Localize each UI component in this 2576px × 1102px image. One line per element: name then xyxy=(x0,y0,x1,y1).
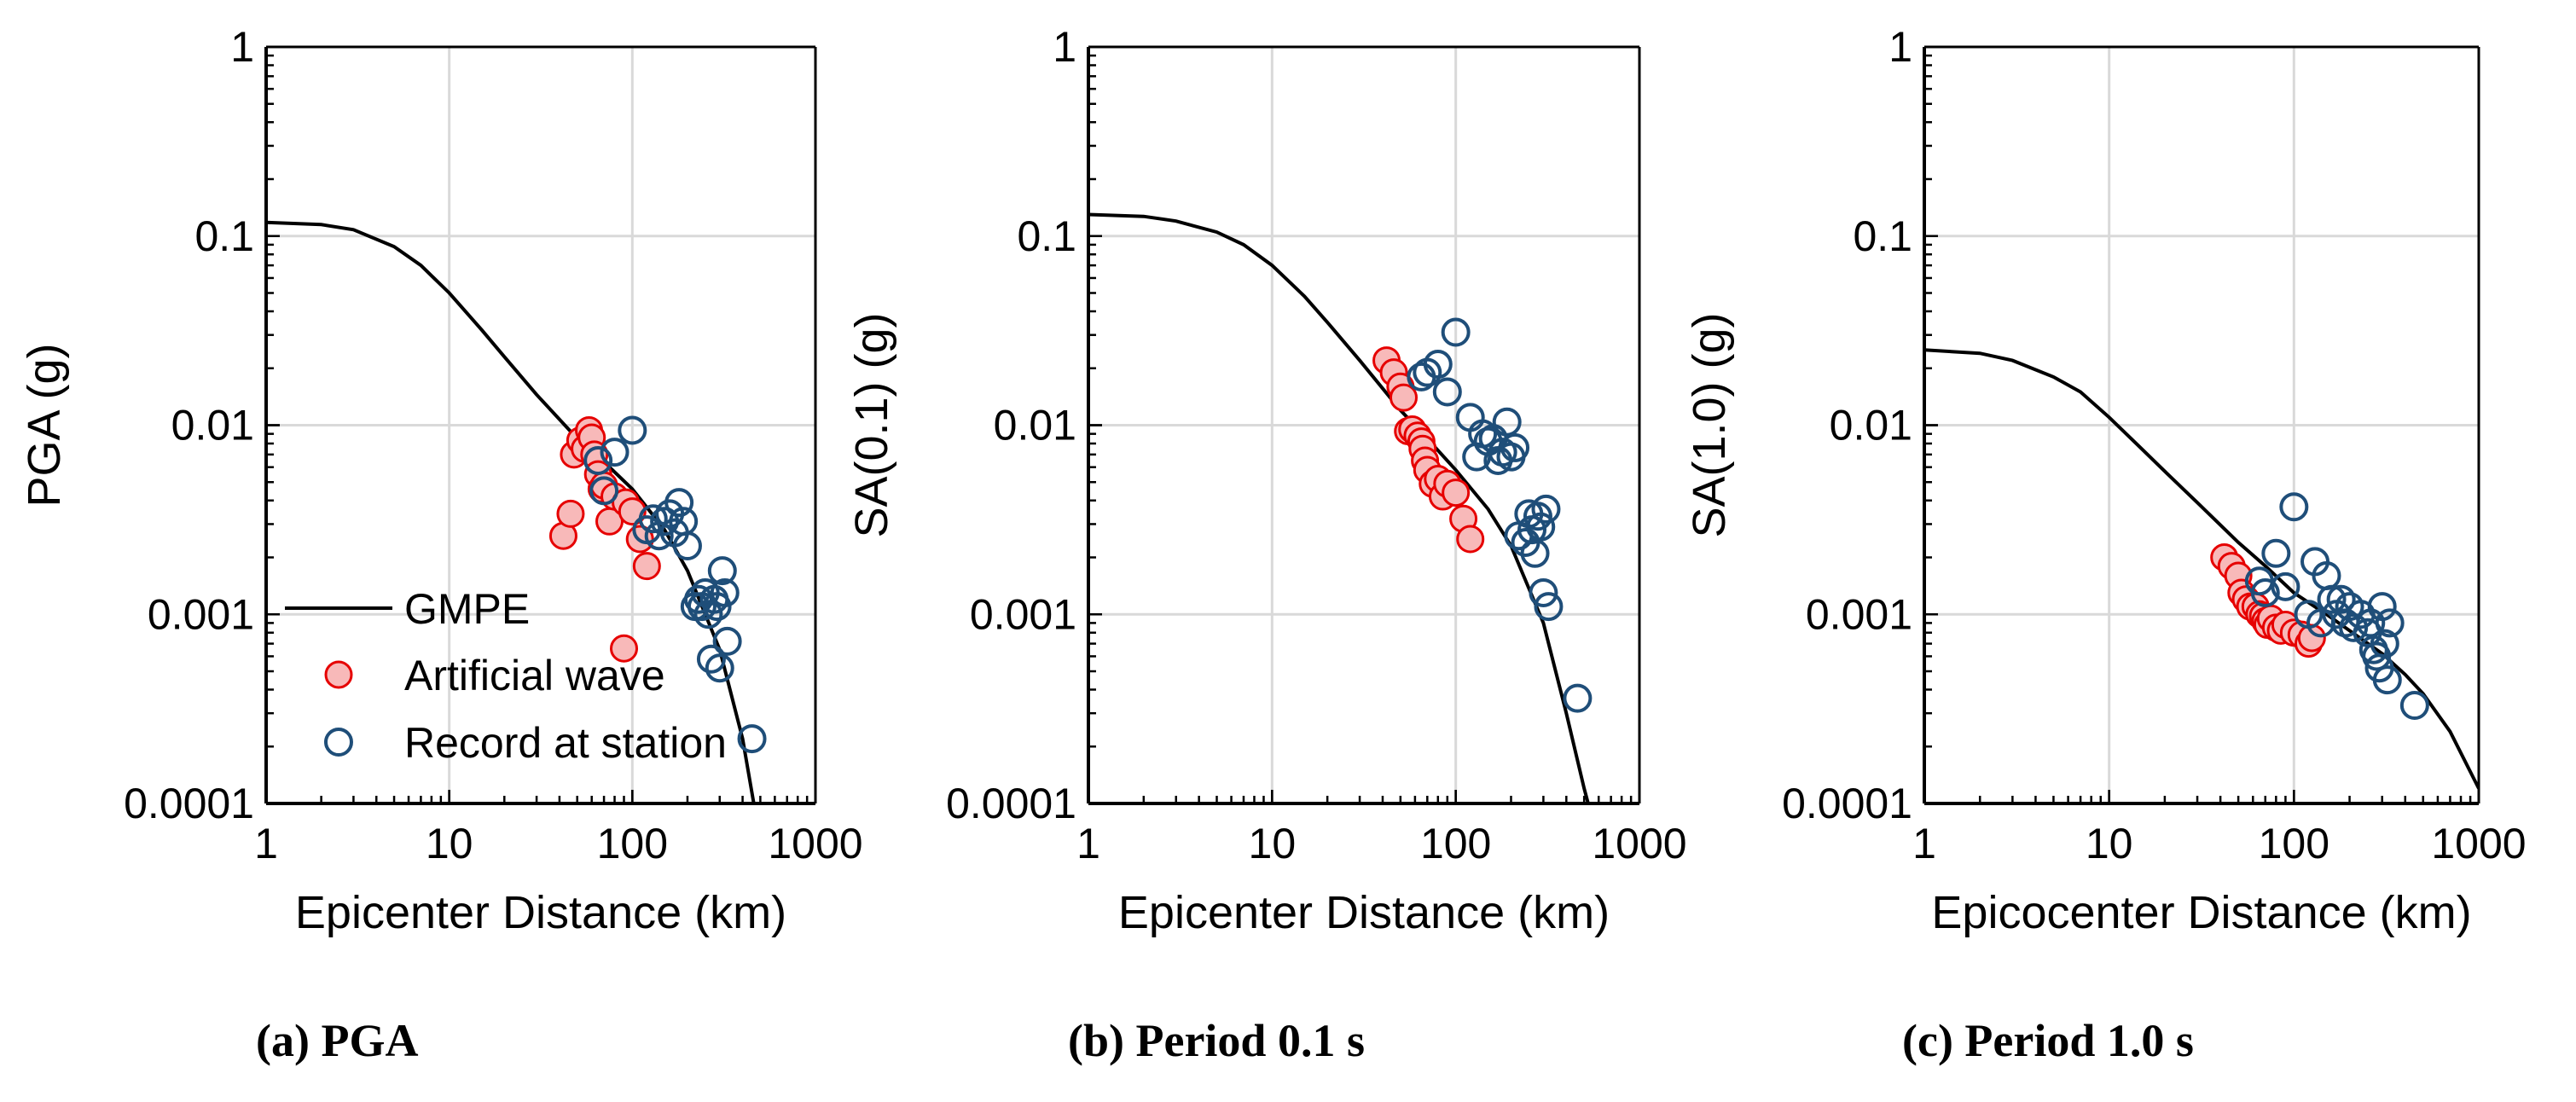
artificial-wave-point xyxy=(1390,383,1419,412)
y-tick-label: 0.01 xyxy=(1830,402,1912,450)
record-station-point xyxy=(600,438,629,467)
record-station-point xyxy=(2317,584,2347,614)
record-station-point xyxy=(2375,608,2405,638)
record-station-point xyxy=(1526,512,1556,542)
record-station-point xyxy=(705,653,734,683)
x-tick-label: 10 xyxy=(426,820,473,867)
x-axis-label: Epicenter Distance (km) xyxy=(1118,887,1610,938)
y-tick-label: 0.01 xyxy=(171,402,254,450)
record-station-point xyxy=(2271,571,2300,601)
record-station-point xyxy=(1432,377,1462,407)
x-tick-label: 10 xyxy=(1249,820,1297,867)
legend-gmpe-label: GMPE xyxy=(404,585,530,633)
y-axis-label: PGA (g) xyxy=(19,343,70,507)
x-axis-label: Epicocenter Distance (km) xyxy=(1931,887,2471,938)
record-station-point xyxy=(1423,350,1453,380)
y-tick-label: 0.1 xyxy=(1853,212,1912,260)
plot-area xyxy=(1088,212,1593,803)
record-station-point xyxy=(2279,492,2309,522)
record-station-point xyxy=(664,488,694,518)
plot-area xyxy=(266,220,767,803)
artificial-wave-point xyxy=(556,499,585,528)
legend-record-marker xyxy=(324,728,353,757)
panel-a-pga: 1 10 100 1000 0.0001 0.001 0.01 0.1 1 Epicenter D… xyxy=(19,23,863,1066)
record-station-point xyxy=(1520,538,1550,568)
record-station-point xyxy=(2372,665,2402,695)
record-station-point xyxy=(2399,691,2429,721)
artificial-wave-point xyxy=(2297,624,2326,652)
gmpe-curve xyxy=(1088,212,1590,803)
record-station-point xyxy=(1563,683,1593,713)
legend-artificial-label: Artificial wave xyxy=(404,652,665,699)
record-station-point xyxy=(1529,577,1558,607)
plot-area xyxy=(1924,348,2479,790)
panel-caption: (a) PGA xyxy=(256,1015,418,1066)
record-station-point xyxy=(1531,494,1561,524)
y-tick-label: 1 xyxy=(1053,23,1076,71)
record-station-point xyxy=(589,476,619,506)
y-tick-label: 0.001 xyxy=(1806,590,1912,638)
x-tick-label: 1000 xyxy=(1592,820,1686,867)
record-station-point xyxy=(1500,432,1530,462)
y-tick-label: 0.01 xyxy=(994,402,1076,450)
panel-caption: (b) Period 0.1 s xyxy=(1068,1015,1365,1066)
y-tick-label: 1 xyxy=(230,23,254,71)
record-station-point xyxy=(618,415,647,445)
y-tick-label: 0.0001 xyxy=(946,780,1076,827)
y-tick-label: 0.001 xyxy=(148,590,254,638)
artificial-wave-point xyxy=(610,634,639,663)
panel-c-period-1-0: 1 10 100 1000 0.0001 0.001 0.01 0.1 1 Epicocenter… xyxy=(1684,23,2527,1066)
x-tick-label: 1000 xyxy=(2431,820,2526,867)
panel-caption: (c) Period 1.0 s xyxy=(1902,1015,2194,1066)
y-tick-label: 0.0001 xyxy=(1782,780,1912,827)
record-station-point xyxy=(2370,629,2399,658)
legend-record-label: Record at station xyxy=(404,719,727,767)
record-station-point xyxy=(2261,538,2291,568)
x-tick-label: 1 xyxy=(1076,820,1100,867)
x-tick-label: 10 xyxy=(2086,820,2133,867)
record-station-point xyxy=(672,531,702,561)
x-tick-label: 100 xyxy=(2259,820,2329,867)
y-tick-label: 0.001 xyxy=(970,590,1076,638)
record-station-point xyxy=(1534,592,1564,622)
record-station-point xyxy=(583,445,613,475)
record-station-point xyxy=(2367,592,2397,622)
record-station-point xyxy=(710,577,740,607)
record-station-point xyxy=(707,556,737,586)
legend: GMPE Artificial wave Record at station xyxy=(285,585,727,767)
artificial-wave-point xyxy=(1442,478,1471,508)
record-station-point xyxy=(1492,407,1522,437)
artificial-wave-point xyxy=(632,552,661,581)
y-tick-label: 0.1 xyxy=(194,212,254,260)
record-station-point xyxy=(2250,577,2280,607)
panel-b-period-0-1: 1 10 100 1000 0.0001 0.001 0.01 0.1 1 Epicenter D… xyxy=(846,23,1687,1066)
x-tick-label: 100 xyxy=(597,820,668,867)
y-tick-label: 0.0001 xyxy=(124,780,254,827)
record-station-point xyxy=(693,600,723,629)
y-axis-label: SA(1.0) (g) xyxy=(1684,312,1735,537)
x-axis-label: Epicenter Distance (km) xyxy=(295,887,786,938)
record-station-point xyxy=(1441,317,1471,347)
record-station-point xyxy=(712,626,742,656)
record-station-point xyxy=(638,504,668,534)
y-axis-label: SA(0.1) (g) xyxy=(846,312,897,537)
x-tick-label: 1 xyxy=(1912,820,1936,867)
x-tick-label: 1000 xyxy=(768,820,862,867)
record-station-point xyxy=(702,592,732,622)
y-tick-label: 0.1 xyxy=(1017,212,1076,260)
gmpe-curve xyxy=(266,220,756,803)
x-tick-label: 1 xyxy=(254,820,278,867)
x-tick-label: 100 xyxy=(1420,820,1491,867)
record-station-point xyxy=(1523,502,1552,531)
artificial-wave-point xyxy=(1456,525,1485,554)
record-station-point xyxy=(696,644,726,674)
y-tick-label: 1 xyxy=(1888,23,1912,71)
record-station-point xyxy=(737,724,767,754)
legend-artificial-marker xyxy=(324,660,353,689)
gmpe-curve xyxy=(1924,348,2479,790)
